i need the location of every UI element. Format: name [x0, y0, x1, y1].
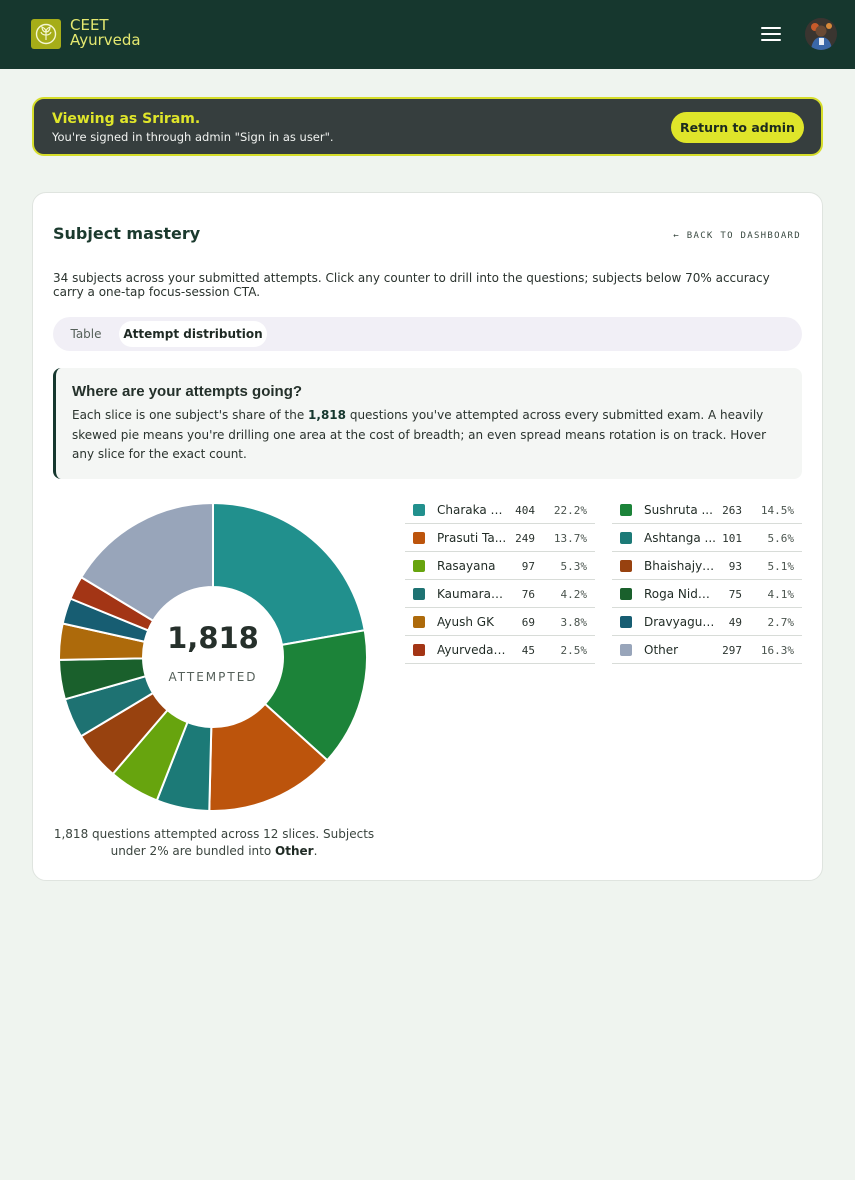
legend-item[interactable]: Rasayana 97 5.3% [405, 552, 595, 580]
card-description: 34 subjects across your submitted attemp… [53, 271, 770, 299]
legend-count: 263 [722, 504, 742, 517]
legend-label: Ayush GK [437, 615, 494, 629]
legend-count: 404 [515, 504, 535, 517]
info-text-total: 1,818 [308, 408, 347, 422]
brand-line-1: CEET [70, 16, 109, 34]
return-to-admin-button[interactable]: Return to admin [671, 112, 804, 143]
legend-percent: 2.7% [767, 616, 795, 629]
hamburger-menu-icon[interactable] [760, 25, 782, 43]
legend-percent: 2.5% [560, 644, 588, 657]
brand-name[interactable]: CEET Ayurveda [70, 18, 141, 48]
banner-title: Viewing as Sriram. [52, 111, 201, 127]
legend-label: Bhaishajya ... [644, 559, 716, 573]
legend-swatch [620, 560, 632, 572]
legend-label: Ayurveda I... [437, 643, 509, 657]
chart-footnote-bold: Other [275, 844, 314, 858]
legend-count: 49 [728, 616, 742, 629]
pie-slice-0[interactable] [212, 503, 366, 647]
legend-count: 76 [521, 588, 535, 601]
legend-swatch [413, 532, 425, 544]
top-navbar: CEET Ayurveda [0, 0, 855, 69]
legend-label: Rasayana [437, 559, 496, 573]
legend-percent: 22.2% [553, 504, 587, 517]
legend-percent: 3.8% [560, 616, 588, 629]
legend-percent: 16.3% [760, 644, 794, 657]
legend-column-left: Charaka S... 404 22.2% Prasuti Ta... 249 13.7… [405, 496, 595, 664]
legend-swatch [413, 504, 425, 516]
legend-label: Sushruta ... [644, 503, 713, 517]
legend-swatch [620, 504, 632, 516]
chart-footnote: 1,818 questions attempted across 12 slic… [53, 826, 375, 860]
legend-label: Roga Nidana [644, 587, 716, 601]
legend-percent: 5.3% [560, 560, 588, 573]
tab-attempt-distribution[interactable]: Attempt distribution [119, 321, 267, 347]
legend-count: 45 [521, 644, 535, 657]
legend-swatch [413, 560, 425, 572]
ayurveda-logo-icon[interactable] [31, 19, 61, 49]
legend-item[interactable]: Other 297 16.3% [612, 636, 802, 664]
chart-center-label: ATTEMPTED [168, 670, 258, 684]
legend-item[interactable]: Ashtanga ... 101 5.6% [612, 524, 802, 552]
legend-percent: 5.6% [767, 532, 795, 545]
impersonation-banner: Viewing as Sriram. You're signed in thro… [32, 97, 823, 156]
tab-table[interactable]: Table [70, 327, 102, 341]
legend-count: 93 [728, 560, 742, 573]
chart-footnote-before: 1,818 questions attempted across 12 slic… [53, 827, 375, 858]
legend-item[interactable]: Charaka S... 404 22.2% [405, 496, 595, 524]
legend-swatch [413, 644, 425, 656]
back-to-dashboard-link[interactable]: ← BACK TO DASHBOARD [673, 231, 801, 241]
legend-swatch [620, 616, 632, 628]
legend-item[interactable]: Kaumarab... 76 4.2% [405, 580, 595, 608]
legend-item[interactable]: Bhaishajya ... 93 5.1% [612, 552, 802, 580]
legend-item[interactable]: Ayurveda I... 45 2.5% [405, 636, 595, 664]
info-title: Where are your attempts going? [72, 383, 303, 400]
legend-label: Dravyagun... [644, 615, 716, 629]
view-tabs: Table Attempt distribution [53, 317, 802, 351]
legend-swatch [620, 644, 632, 656]
subject-mastery-card: Subject mastery ← BACK TO DASHBOARD 34 s… [32, 192, 823, 881]
brand-line-2: Ayurveda [70, 31, 141, 49]
legend-percent: 4.1% [767, 588, 795, 601]
legend-item[interactable]: Sushruta ... 263 14.5% [612, 496, 802, 524]
legend-column-right: Sushruta ... 263 14.5% Ashtanga ... 101 5.6% B… [612, 496, 802, 664]
page-title: Subject mastery [53, 224, 201, 243]
legend-count: 97 [521, 560, 535, 573]
legend-label: Charaka S... [437, 503, 509, 517]
legend-swatch [413, 616, 425, 628]
legend-percent: 13.7% [553, 532, 587, 545]
legend-percent: 5.1% [767, 560, 795, 573]
legend-item[interactable]: Roga Nidana 75 4.1% [612, 580, 802, 608]
legend-item[interactable]: Prasuti Ta... 249 13.7% [405, 524, 595, 552]
legend-count: 69 [521, 616, 535, 629]
legend-item[interactable]: Dravyagun... 49 2.7% [612, 608, 802, 636]
avatar[interactable] [805, 18, 837, 50]
info-text-before: Each slice is one subject's share of the [72, 408, 309, 422]
legend-item[interactable]: Ayush GK 69 3.8% [405, 608, 595, 636]
info-text-after: questions you've attempted across every … [72, 408, 767, 461]
chart-footnote-after: . [313, 844, 318, 858]
banner-subtitle: You're signed in through admin "Sign in … [52, 130, 334, 144]
donut-chart [59, 503, 367, 811]
pie-slice-11[interactable] [79, 503, 214, 623]
legend-percent: 4.2% [560, 588, 588, 601]
legend-label: Ashtanga ... [644, 531, 716, 545]
legend-count: 297 [722, 644, 742, 657]
legend-label: Other [644, 643, 679, 657]
legend-label: Prasuti Ta... [437, 531, 507, 545]
legend-swatch [620, 532, 632, 544]
legend-count: 249 [515, 532, 535, 545]
legend-swatch [413, 588, 425, 600]
legend-label: Kaumarab... [437, 587, 509, 601]
legend-swatch [620, 588, 632, 600]
legend-count: 75 [728, 588, 742, 601]
chart-center-number: 1,818 [167, 621, 259, 655]
info-callout: Where are your attempts going? Each slic… [53, 368, 802, 479]
legend-count: 101 [722, 532, 742, 545]
legend-percent: 14.5% [760, 504, 794, 517]
info-text: Each slice is one subject's share of the… [72, 406, 784, 465]
